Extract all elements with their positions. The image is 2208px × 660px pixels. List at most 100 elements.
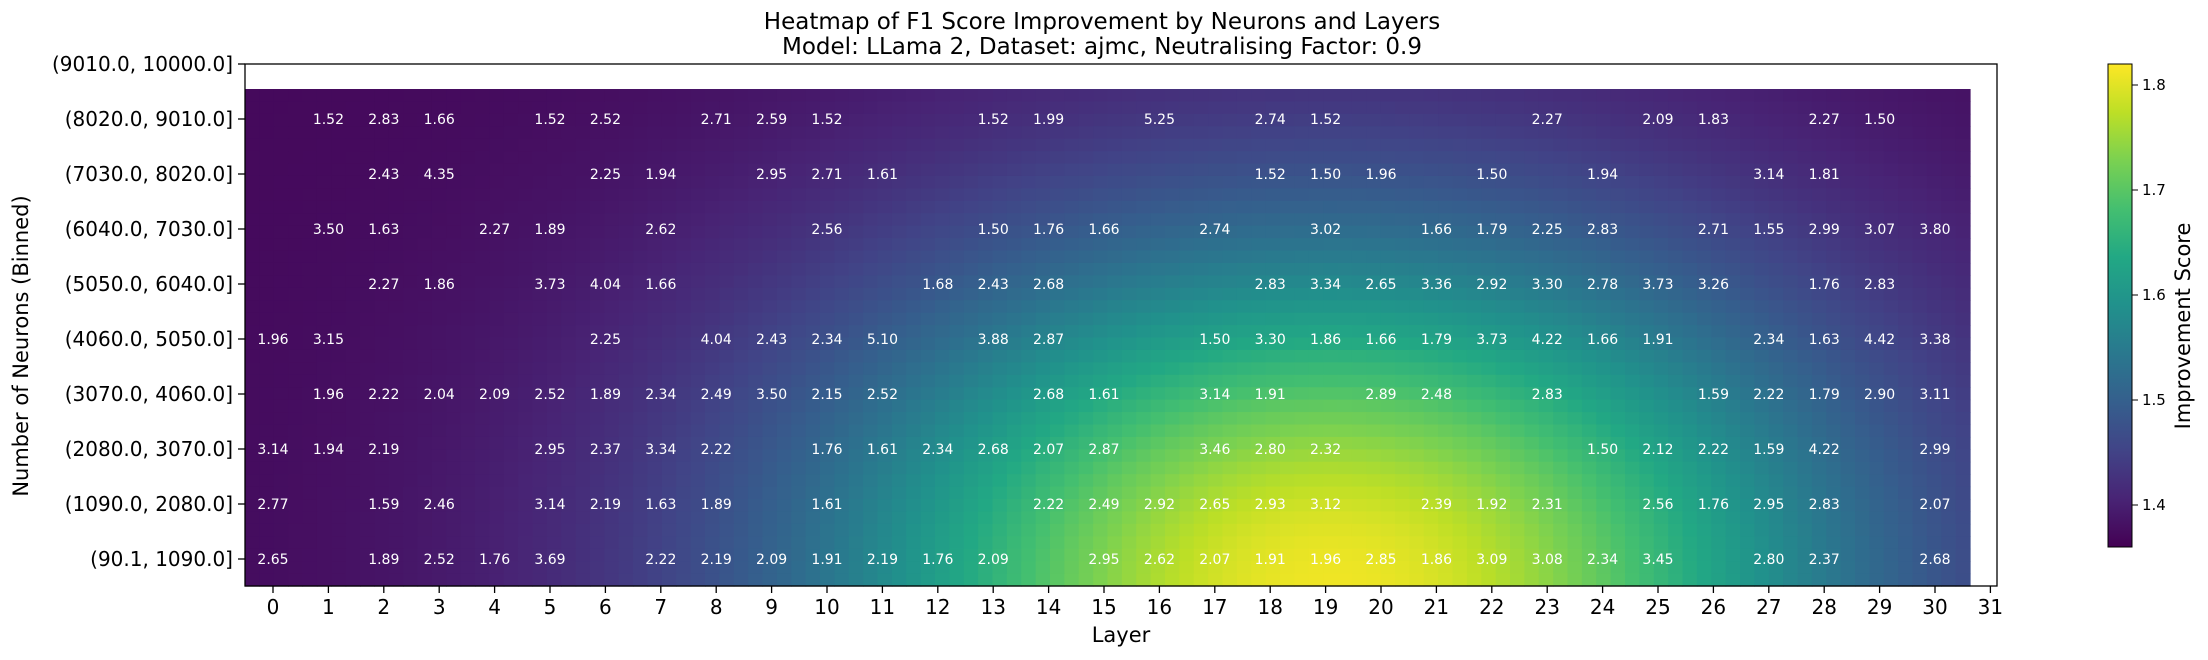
heatmap-cell xyxy=(1956,176,1971,189)
heatmap-cell xyxy=(705,126,720,139)
heatmap-cell xyxy=(1683,524,1698,537)
heatmap-cell xyxy=(1812,126,1827,139)
heatmap-cell xyxy=(274,524,289,537)
heatmap-cell xyxy=(518,263,533,276)
heatmap-cell xyxy=(245,362,260,375)
heatmap-cell xyxy=(1841,126,1856,139)
heatmap-cell xyxy=(1136,511,1151,524)
heatmap-cell xyxy=(748,213,763,226)
heatmap-cell xyxy=(1510,188,1525,201)
heatmap-cell xyxy=(1223,101,1238,114)
heatmap-cell xyxy=(590,424,605,437)
heatmap-cell xyxy=(1654,226,1669,239)
heatmap-cell xyxy=(1309,524,1324,537)
heatmap-cell xyxy=(1568,487,1583,500)
heatmap-cell xyxy=(648,313,663,326)
heatmap-cell xyxy=(1021,251,1036,264)
heatmap-cell xyxy=(1869,561,1884,574)
heatmap-cell xyxy=(1237,288,1252,301)
heatmap-cell xyxy=(1611,188,1626,201)
heatmap-cell xyxy=(676,325,691,338)
heatmap-cell xyxy=(518,251,533,264)
heatmap-cell xyxy=(949,338,964,351)
heatmap-cell xyxy=(1841,449,1856,462)
heatmap-cell xyxy=(1697,350,1712,363)
heatmap-cell xyxy=(921,424,936,437)
heatmap-cell xyxy=(1783,400,1798,413)
heatmap-cell xyxy=(1223,536,1238,549)
heatmap-cell xyxy=(604,263,619,276)
heatmap-cell xyxy=(849,362,864,375)
heatmap-cell xyxy=(1611,499,1626,512)
heatmap-cell xyxy=(1553,164,1568,177)
heatmap-cell xyxy=(662,362,677,375)
heatmap-cell xyxy=(1079,238,1094,251)
heatmap-cell xyxy=(1683,487,1698,500)
heatmap-cell xyxy=(1151,387,1166,400)
heatmap-cell xyxy=(1524,139,1539,152)
cell-annotation: 2.78 xyxy=(1587,277,1618,293)
heatmap-cell xyxy=(288,350,303,363)
heatmap-cell xyxy=(1611,524,1626,537)
heatmap-cell xyxy=(1438,362,1453,375)
heatmap-cell xyxy=(1093,325,1108,338)
heatmap-cell xyxy=(1237,313,1252,326)
heatmap-cell xyxy=(461,474,476,487)
heatmap-cell xyxy=(1855,300,1870,313)
heatmap-cell xyxy=(561,89,576,102)
cell-annotation: 2.56 xyxy=(811,222,842,238)
heatmap-cell xyxy=(1654,362,1669,375)
heatmap-cell xyxy=(906,300,921,313)
heatmap-cell xyxy=(1122,89,1137,102)
heatmap-cell xyxy=(317,275,332,288)
heatmap-cell xyxy=(964,263,979,276)
heatmap-cell xyxy=(604,412,619,425)
heatmap-cell xyxy=(1611,350,1626,363)
heatmap-cell xyxy=(331,362,346,375)
heatmap-cell xyxy=(949,126,964,139)
heatmap-cell xyxy=(590,89,605,102)
heatmap-cell xyxy=(1711,238,1726,251)
heatmap-cell xyxy=(777,213,792,226)
heatmap-cell xyxy=(1654,176,1669,189)
heatmap-cell xyxy=(633,114,648,127)
heatmap-cell xyxy=(662,511,677,524)
cell-annotation: 2.83 xyxy=(1532,387,1563,403)
heatmap-cell xyxy=(863,238,878,251)
heatmap-cell xyxy=(935,238,950,251)
heatmap-cell xyxy=(1323,400,1338,413)
heatmap-cell xyxy=(1021,424,1036,437)
heatmap-cell xyxy=(461,462,476,475)
heatmap-cell xyxy=(1625,487,1640,500)
heatmap-cell xyxy=(777,487,792,500)
cell-annotation: 1.68 xyxy=(922,277,953,293)
heatmap-cell xyxy=(1654,350,1669,363)
heatmap-cell xyxy=(1783,226,1798,239)
heatmap-cell xyxy=(274,300,289,313)
heatmap-cell xyxy=(1237,226,1252,239)
heatmap-cell xyxy=(1524,474,1539,487)
heatmap-cell xyxy=(1122,511,1137,524)
heatmap-cell xyxy=(288,126,303,139)
heatmap-cell xyxy=(1855,164,1870,177)
heatmap-cell xyxy=(648,238,663,251)
heatmap-cell xyxy=(806,574,821,587)
heatmap-cell xyxy=(1783,362,1798,375)
heatmap-cell xyxy=(949,362,964,375)
heatmap-cell xyxy=(648,474,663,487)
heatmap-cell xyxy=(288,164,303,177)
heatmap-cell xyxy=(1323,424,1338,437)
heatmap-cell xyxy=(1568,549,1583,562)
heatmap-cell xyxy=(1395,275,1410,288)
heatmap-cell xyxy=(1208,288,1223,301)
cell-annotation: 2.49 xyxy=(1088,497,1119,513)
cell-annotation: 2.52 xyxy=(424,552,455,568)
heatmap-cell xyxy=(1352,114,1367,127)
heatmap-cell xyxy=(1654,201,1669,214)
heatmap-cell xyxy=(906,412,921,425)
heatmap-cell xyxy=(734,424,749,437)
heatmap-cell xyxy=(1726,164,1741,177)
heatmap-cell xyxy=(1136,524,1151,537)
heatmap-cell xyxy=(1596,201,1611,214)
heatmap-cell xyxy=(1108,89,1123,102)
